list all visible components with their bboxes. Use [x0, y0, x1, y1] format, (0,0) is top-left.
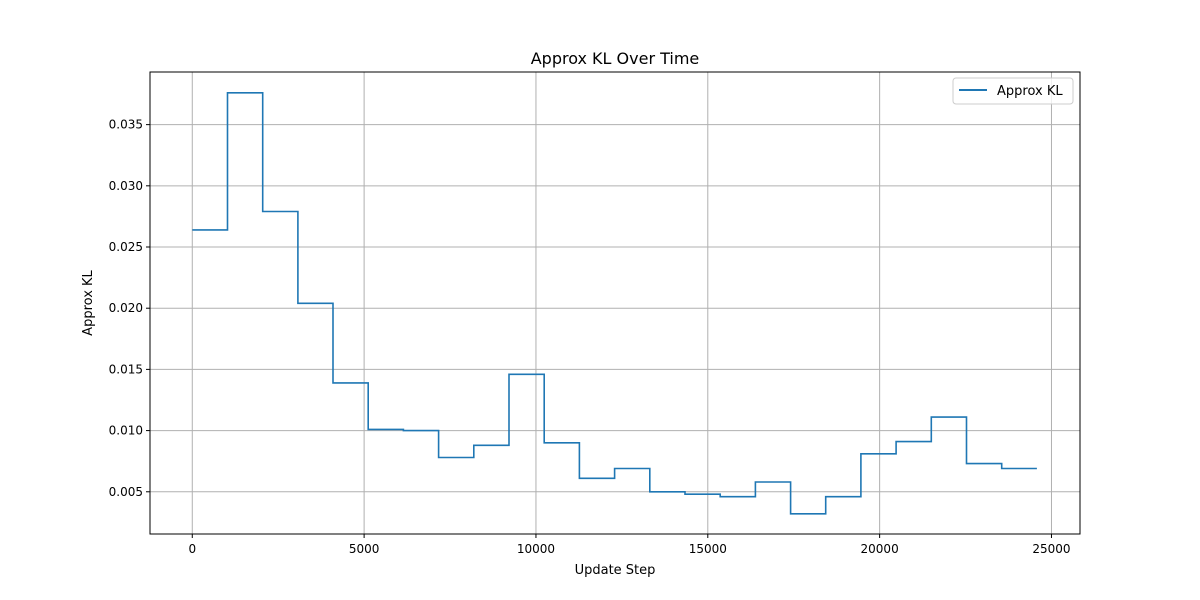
y-axis: 0.005 0.010 0.015 0.020 0.025 0.030 0.035 — [109, 118, 150, 499]
x-tick-label: 0 — [188, 542, 196, 556]
series-layer — [192, 92, 1037, 515]
x-tick-label: 15000 — [689, 542, 727, 556]
x-tick-label: 10000 — [517, 542, 555, 556]
y-tick-label: 0.030 — [109, 179, 143, 193]
x-axis: 0 5000 10000 15000 20000 25000 — [188, 534, 1071, 556]
y-tick-label: 0.035 — [109, 118, 143, 132]
series-line — [192, 92, 1037, 515]
y-tick-label: 0.005 — [109, 485, 143, 499]
plot-frame — [149, 71, 1081, 535]
grid — [150, 72, 1080, 534]
x-axis-label: Update Step — [575, 563, 656, 578]
y-tick-label: 0.010 — [109, 424, 143, 438]
legend-box — [952, 77, 1074, 105]
x-tick-label: 5000 — [349, 542, 380, 556]
x-tick-label: 25000 — [1032, 542, 1070, 556]
y-axis-label: Approx KL — [81, 269, 96, 335]
legend-label: Approx KL — [997, 84, 1063, 99]
x-tick-label: 20000 — [861, 542, 899, 556]
y-tick-label: 0.015 — [109, 362, 143, 376]
y-tick-label: 0.025 — [109, 240, 143, 254]
legend: Approx KL — [952, 77, 1074, 105]
chart-title: Approx KL Over Time — [531, 49, 700, 68]
y-tick-label: 0.020 — [109, 301, 143, 315]
